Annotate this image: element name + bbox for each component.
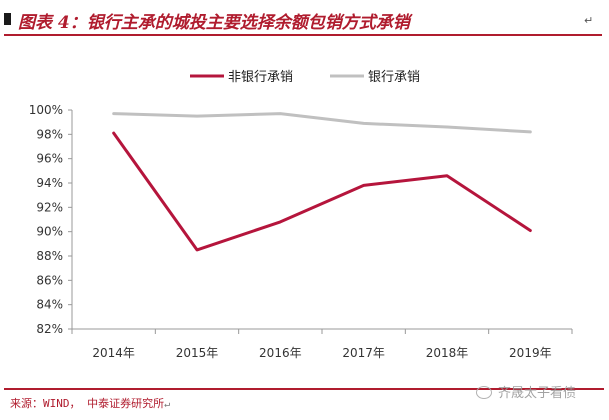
y-tick-label: 94% (36, 176, 63, 190)
y-tick-label: 92% (36, 200, 63, 214)
y-tick-label: 100% (29, 103, 63, 117)
series-line-nonbank (112, 131, 532, 252)
source-paragraph-mark: ↵ (164, 399, 171, 410)
figure-title: 图表 4：银行主承的城投主要选择余额包销方式承销 (18, 13, 410, 33)
series-line-bank (112, 112, 532, 134)
x-tick-label: 2016年 (259, 346, 302, 360)
legend-item-nonbank-label: 非银行承销 (228, 70, 293, 85)
title-marker (4, 13, 11, 25)
figure-footer: 来源：WIND， 中泰证券研究所↵ (4, 388, 604, 416)
x-tick-label: 2018年 (426, 346, 469, 360)
wechat-icon (476, 386, 492, 399)
watermark-text: 齐晟太子看债 (498, 386, 577, 401)
x-tick-label: 2015年 (176, 346, 219, 360)
y-tick-label: 98% (36, 127, 63, 141)
y-tick-label: 96% (36, 152, 63, 166)
y-tick-label: 86% (36, 273, 63, 287)
x-tick-label: 2017年 (342, 346, 385, 360)
figure-header: 图表 4：银行主承的城投主要选择余额包销方式承销 ↵ (4, 4, 602, 36)
y-tick-label: 82% (36, 322, 63, 336)
paragraph-mark: ↵ (584, 14, 594, 27)
watermark: 齐晟太子看债 (476, 382, 576, 401)
source-text: 来源：WIND， 中泰证券研究所 (10, 397, 165, 410)
y-tick-label: 84% (36, 298, 63, 312)
y-tick-label: 90% (36, 225, 63, 239)
x-tick-label: 2019年 (509, 346, 552, 360)
source-note: 来源：WIND， 中泰证券研究所↵ (10, 395, 170, 411)
y-tick-label: 88% (36, 249, 63, 263)
legend-item-bank-label: 银行承销 (368, 70, 420, 85)
x-tick-label: 2014年 (92, 346, 135, 360)
